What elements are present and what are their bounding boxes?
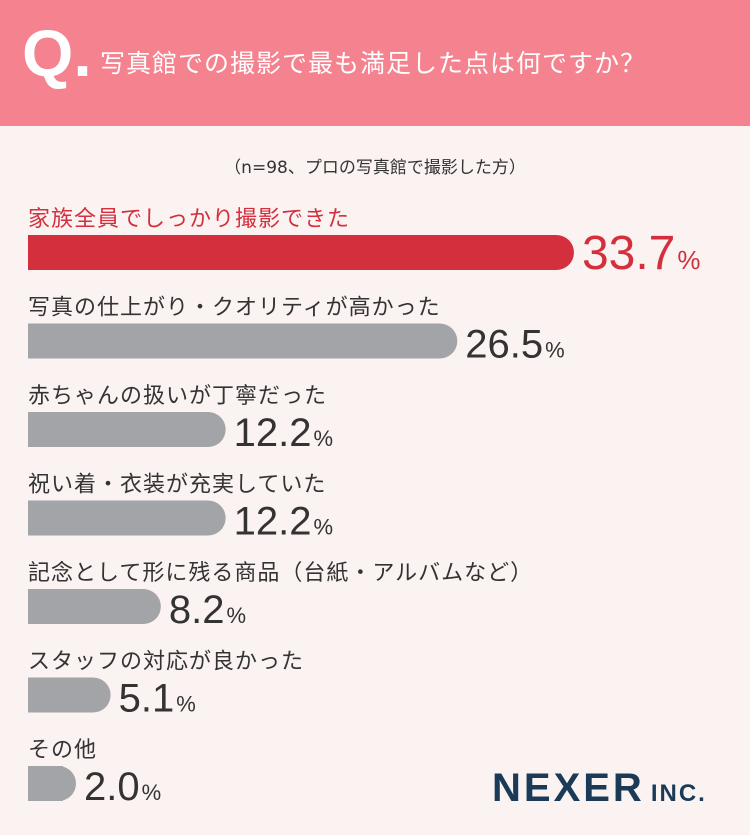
- value-label: 12.2%: [234, 500, 333, 544]
- question-header: Q. 写真館での撮影で最も満足した点は何ですか？: [0, 0, 750, 126]
- value-label: 8.2%: [169, 588, 246, 632]
- question-title: 写真館での撮影で最も満足した点は何ですか？: [100, 49, 647, 78]
- category-label: 赤ちゃんの扱いが丁寧だった: [28, 384, 327, 409]
- category-label: スタッフの対応が良かった: [28, 650, 304, 675]
- bar-left-edge: [28, 235, 63, 270]
- bar-left-edge: [28, 766, 63, 801]
- brand-suffix: INC.: [650, 780, 707, 807]
- value-label: 5.1%: [119, 677, 196, 721]
- bar-left-edge: [28, 412, 63, 447]
- brand-logo: NEXER INC.: [492, 766, 707, 811]
- bar-left-edge: [28, 677, 63, 713]
- bar-left-edge: [28, 500, 63, 536]
- value-label: 33.7%: [582, 227, 701, 280]
- sample-size-note: （n=98、プロの写真館で撮影した方）: [224, 158, 526, 178]
- category-label: 記念として形に残る商品（台紙・アルバムなど）: [28, 561, 533, 586]
- category-label: その他: [28, 738, 97, 763]
- bar: [28, 500, 226, 536]
- category-label: 祝い着・衣装が充実していた: [28, 473, 326, 498]
- bar: [28, 412, 226, 447]
- bar: [28, 235, 574, 270]
- q-mark: Q.: [22, 16, 92, 90]
- category-label: 家族全員でしっかり撮影できた: [28, 207, 350, 232]
- bar: [28, 323, 458, 359]
- value-label: 2.0%: [84, 765, 161, 809]
- brand-name: NEXER: [492, 766, 645, 810]
- value-label: 26.5%: [465, 323, 564, 367]
- value-label: 12.2%: [234, 411, 333, 455]
- bar-left-edge: [28, 589, 63, 624]
- bar-left-edge: [28, 323, 63, 359]
- category-label: 写真の仕上がり・クオリティが高かった: [28, 296, 441, 321]
